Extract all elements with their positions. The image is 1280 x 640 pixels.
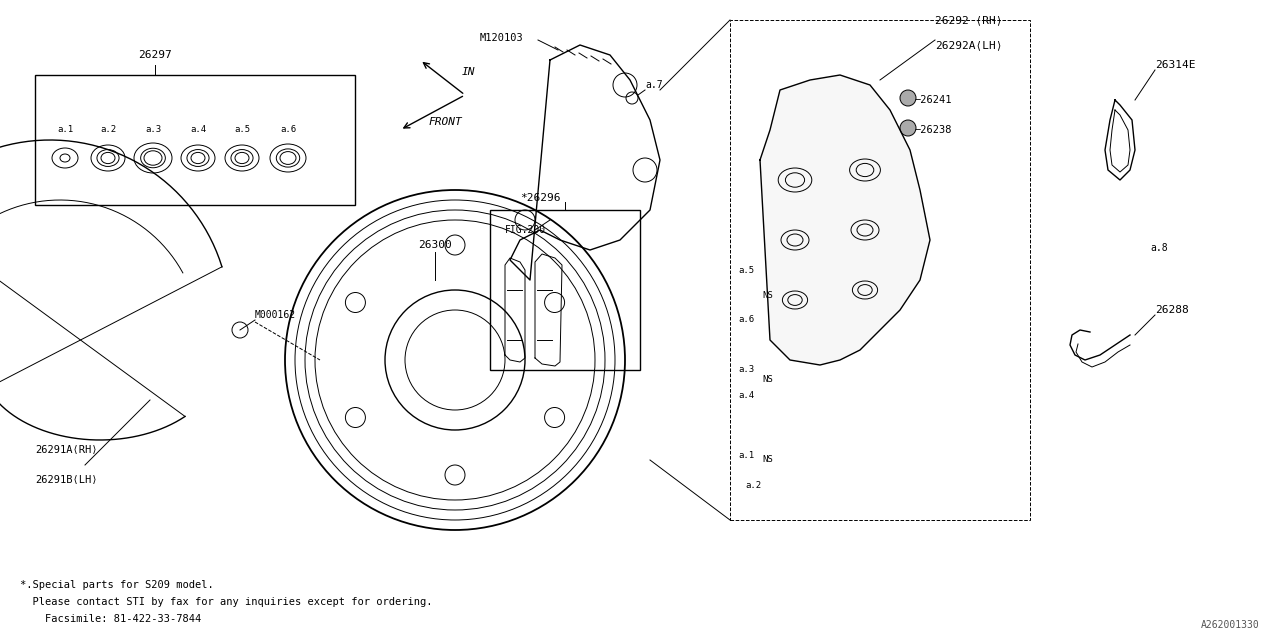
Text: a.2: a.2 [745,481,762,490]
Text: −26238: −26238 [915,125,952,135]
Text: a.4: a.4 [189,125,206,134]
Text: 26300: 26300 [419,240,452,250]
Text: a.6: a.6 [739,316,754,324]
Text: a.3: a.3 [145,125,161,134]
Text: a.2: a.2 [100,125,116,134]
Circle shape [900,120,916,136]
Text: FRONT: FRONT [428,117,462,127]
Text: a.8: a.8 [1149,243,1167,253]
Text: a.1: a.1 [739,451,754,460]
Text: 26291A⟨RH⟩: 26291A⟨RH⟩ [35,445,97,455]
Text: a.5: a.5 [739,266,754,275]
Text: Please contact STI by fax for any inquiries except for ordering.: Please contact STI by fax for any inquir… [20,597,433,607]
Text: M120103: M120103 [480,33,524,43]
Circle shape [900,90,916,106]
Text: 26291B⟨LH⟩: 26291B⟨LH⟩ [35,475,97,485]
Text: FIG.200: FIG.200 [506,225,547,235]
Polygon shape [760,75,931,365]
Text: a.5: a.5 [234,125,250,134]
Text: −26241: −26241 [915,95,952,105]
Text: M000162: M000162 [255,310,296,320]
Text: 26292 ⟨RH⟩: 26292 ⟨RH⟩ [934,15,1002,25]
Text: 26314E: 26314E [1155,60,1196,70]
Text: a.3: a.3 [739,365,754,374]
Text: IN: IN [462,67,475,77]
Bar [730,20,1030,520]
Bar [490,210,640,370]
Text: NS: NS [762,376,773,385]
Bar [35,75,355,205]
Text: NS: NS [762,291,773,300]
Text: *26296: *26296 [520,193,561,203]
Text: *.Special parts for S209 model.: *.Special parts for S209 model. [20,580,214,590]
Text: NS: NS [762,456,773,465]
Text: a.7: a.7 [645,80,663,90]
Text: A262001330: A262001330 [1201,620,1260,630]
Text: a.6: a.6 [280,125,296,134]
Text: Facsimile: 81-422-33-7844: Facsimile: 81-422-33-7844 [20,614,201,624]
Text: 26292A⟨LH⟩: 26292A⟨LH⟩ [934,40,1002,50]
Text: a.1: a.1 [56,125,73,134]
Text: 26297: 26297 [138,50,172,60]
Text: 26288: 26288 [1155,305,1189,315]
Text: a.4: a.4 [739,390,754,399]
